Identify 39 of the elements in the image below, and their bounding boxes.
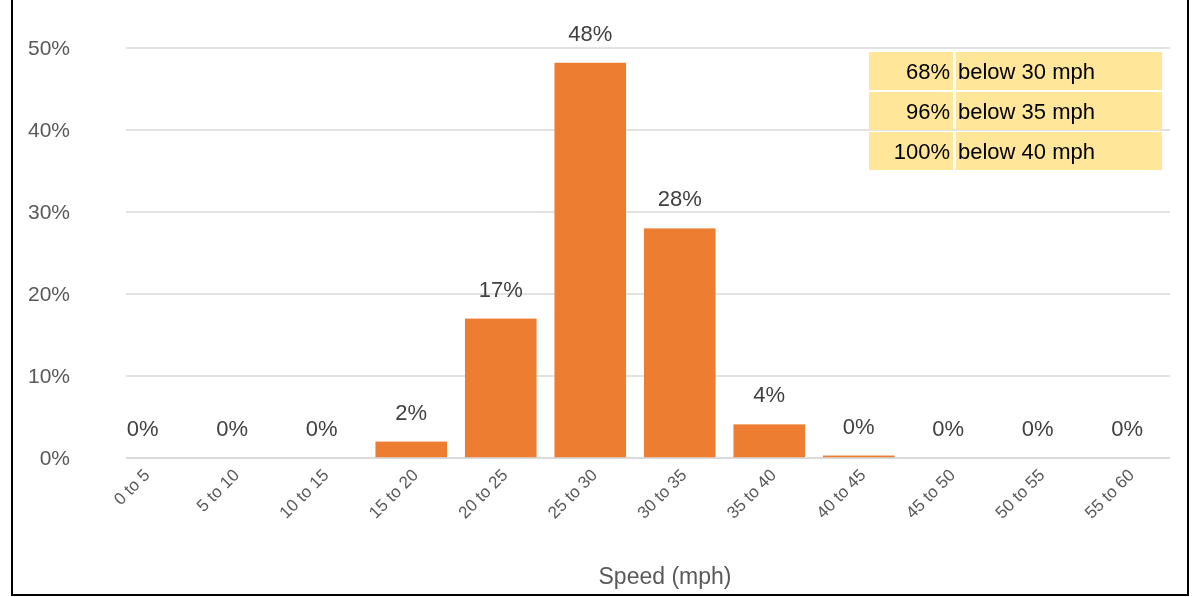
x-tick-label: 15 to 20 — [365, 465, 423, 523]
x-tick-label: 50 to 55 — [991, 465, 1049, 523]
y-tick-label: 40% — [27, 118, 70, 142]
bar — [375, 441, 448, 458]
y-tick-label: 20% — [27, 282, 70, 306]
data-label: 48% — [568, 20, 613, 46]
data-label: 0% — [1021, 416, 1054, 441]
bar — [643, 228, 716, 458]
x-tick-label: 25 to 30 — [544, 465, 602, 523]
x-tick-label: 20 to 25 — [454, 465, 512, 523]
x-axis-title: Speed (mph) — [598, 563, 732, 589]
y-tick-label: 30% — [27, 200, 70, 224]
annotation: 68% below 30 mph — [905, 59, 1095, 84]
data-label: 0% — [932, 416, 965, 441]
x-tick-label: 5 to 10 — [192, 465, 244, 516]
data-label: 28% — [657, 186, 702, 212]
x-tick-label: 10 to 15 — [275, 465, 333, 523]
data-label: 0% — [305, 416, 338, 441]
data-label: 0% — [1111, 416, 1144, 441]
y-tick-label: 50% — [27, 36, 70, 60]
bar — [464, 318, 537, 458]
x-tick-label: 30 to 35 — [633, 465, 691, 523]
data-label: 4% — [753, 382, 786, 408]
x-tick-label: 45 to 50 — [902, 465, 960, 523]
data-label: 2% — [395, 399, 428, 425]
x-tick-label: 35 to 40 — [723, 465, 781, 523]
bar — [554, 62, 627, 458]
data-label: 0% — [842, 413, 875, 439]
annotation: 100% below 40 mph — [893, 139, 1095, 164]
data-label: 0% — [216, 416, 249, 441]
annotation: 96% below 35 mph — [905, 99, 1095, 124]
y-tick-label: 0% — [39, 446, 70, 470]
y-tick-label: 10% — [27, 364, 70, 388]
x-tick-label: 55 to 60 — [1081, 465, 1139, 523]
bar — [733, 424, 806, 458]
x-tick-label: 0 to 5 — [110, 465, 154, 509]
data-label: 17% — [478, 276, 523, 302]
data-label: 0% — [126, 416, 159, 441]
x-tick-label: 40 to 45 — [812, 465, 870, 523]
